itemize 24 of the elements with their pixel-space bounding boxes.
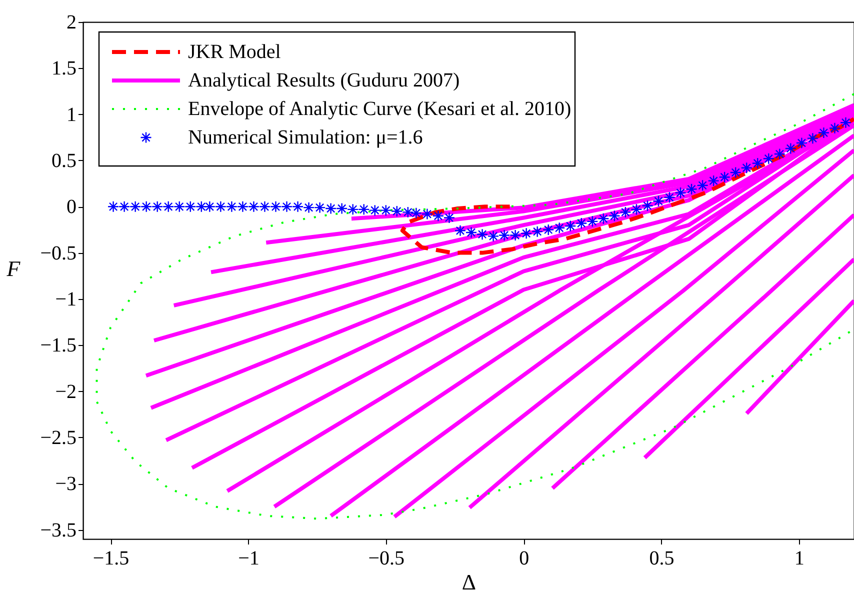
x-tick-label: −1.5 <box>92 548 130 570</box>
y-tick-label: −2 <box>55 380 76 403</box>
y-tick-label: −1 <box>55 288 76 310</box>
y-tick-label: −3.5 <box>40 519 76 542</box>
x-tick-label: 1 <box>794 548 804 570</box>
y-tick-label: 2 <box>66 12 76 34</box>
legend-label: JKR Model <box>188 41 282 63</box>
legend-label: Analytical Results (Guduru 2007) <box>188 70 460 92</box>
legend-label: Envelope of Analytic Curve (Kesari et al. 2010) <box>188 98 572 120</box>
x-tick-label: 0 <box>519 548 530 570</box>
y-axis-title: F <box>6 256 21 281</box>
y-tick-label: −2.5 <box>40 426 76 449</box>
y-tick-label: 0.5 <box>52 150 76 172</box>
x-axis-title: Δ <box>462 570 476 594</box>
legend-label: Numerical Simulation: μ=1.6 <box>188 126 423 148</box>
x-tick-label: −0.5 <box>368 548 405 570</box>
x-tick-label: −1 <box>238 548 260 570</box>
y-tick-label: 1 <box>66 104 76 126</box>
y-tick-label: 0 <box>66 196 76 218</box>
x-tick-label: 0.5 <box>649 548 674 570</box>
y-tick-label: −1.5 <box>40 334 76 357</box>
y-tick-label: −0.5 <box>40 242 76 264</box>
y-tick-label: 1.5 <box>52 58 76 80</box>
y-tick-label: −3 <box>55 473 76 496</box>
